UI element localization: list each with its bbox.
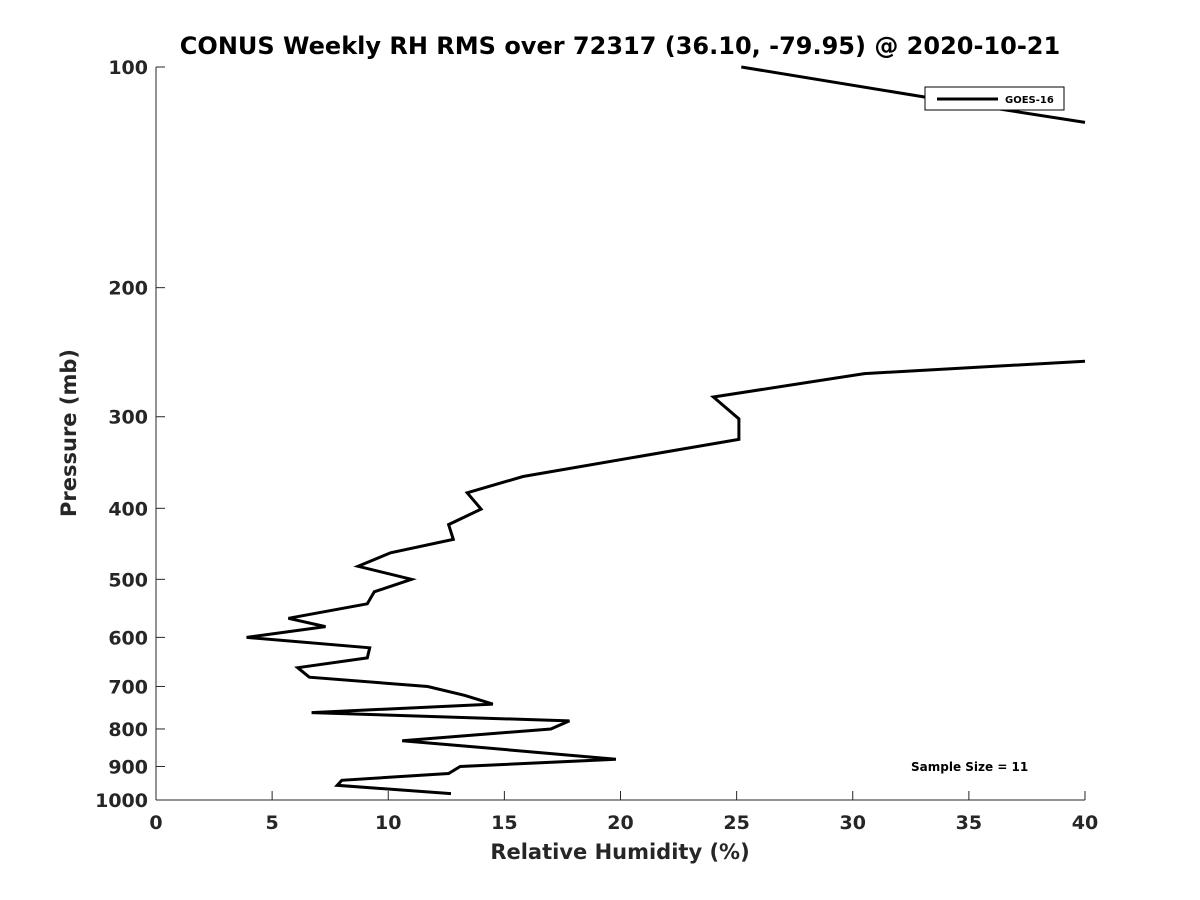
x-tick-label: 20 — [607, 812, 633, 834]
x-tick-label: 40 — [1072, 812, 1098, 834]
y-tick-label: 900 — [108, 756, 148, 778]
chart-title: CONUS Weekly RH RMS over 72317 (36.10, -… — [180, 32, 1060, 60]
legend: GOES-16 — [924, 86, 1065, 111]
legend-label-goes-16: GOES-16 — [1005, 95, 1054, 106]
y-tick-label: 200 — [108, 278, 148, 300]
axes: 0 5 10 15 20 25 30 35 40 100 200 300 400 500 600 700 800… — [95, 57, 1098, 834]
y-tick-label: 500 — [108, 569, 148, 591]
x-tick-label: 0 — [149, 812, 162, 834]
x-tick-label: 25 — [723, 812, 749, 834]
y-tick-label: 600 — [108, 627, 148, 649]
y-axis-label: Pressure (mb) — [57, 349, 81, 517]
x-axis-label: Relative Humidity (%) — [490, 840, 749, 864]
x-tick-label: 5 — [266, 812, 279, 834]
sample-size-annotation: Sample Size = 11 — [911, 760, 1028, 774]
x-tick-label: 35 — [956, 812, 982, 834]
y-tick-label: 700 — [108, 676, 148, 698]
plot-area — [156, 67, 1085, 800]
y-tick-label: 100 — [108, 57, 148, 79]
series-line-goes-16-segment-2 — [246, 359, 1086, 796]
x-tick-label: 15 — [491, 812, 517, 834]
x-tick-label: 10 — [375, 812, 401, 834]
y-tick-label: 1000 — [95, 790, 148, 812]
y-tick-label: 300 — [108, 407, 148, 429]
y-tick-label: 800 — [108, 719, 148, 741]
x-tick-label: 30 — [840, 812, 866, 834]
y-tick-label: 400 — [108, 498, 148, 520]
